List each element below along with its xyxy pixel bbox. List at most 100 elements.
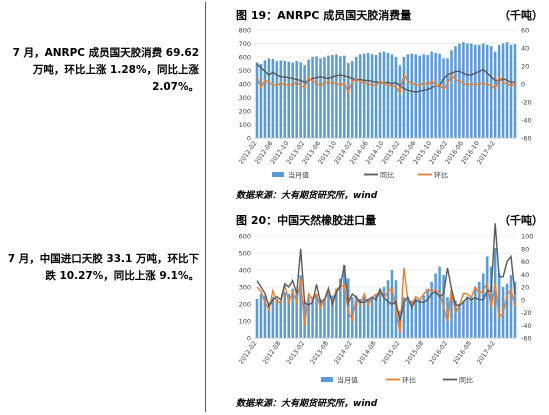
y-tick-left: 400 (239, 267, 251, 275)
bar (307, 297, 310, 338)
x-tick-label: 2017-02 (476, 340, 497, 366)
series-line (256, 223, 516, 321)
y-tick-left: 0 (247, 135, 251, 143)
bar (497, 273, 501, 338)
bar (513, 281, 517, 338)
bar (291, 288, 294, 338)
chart-source: 数据来源：大有期货研究所，wind (236, 191, 378, 201)
y-tick-right: 40 (521, 271, 529, 279)
chart-unit: （千吨） (499, 214, 543, 227)
bar (283, 292, 287, 338)
y-tick-left: 500 (239, 67, 251, 75)
y-tick-left: 100 (239, 318, 251, 326)
bar (319, 58, 322, 138)
chart-unit: （千吨） (499, 9, 543, 22)
legend-swatch (321, 377, 333, 382)
bar (279, 60, 283, 138)
bar (275, 298, 279, 338)
y-tick-left: 200 (239, 108, 251, 116)
y-tick-right: -20 (521, 99, 532, 107)
bar (485, 44, 489, 138)
bar (382, 287, 386, 338)
bar (354, 295, 358, 338)
bar (271, 59, 275, 138)
bar (450, 290, 453, 338)
bar (422, 295, 425, 338)
y-tick-left: 0 (247, 335, 251, 343)
y-tick-left: 600 (239, 54, 251, 62)
bar (442, 58, 445, 138)
y-tick-right: -40 (521, 117, 532, 125)
bar (489, 46, 493, 139)
bar (259, 63, 263, 138)
bar (470, 295, 473, 338)
bar (295, 290, 298, 338)
bar (481, 273, 485, 338)
bar (287, 293, 291, 338)
bar (350, 61, 354, 138)
legend-label: 同比 (459, 376, 473, 385)
bar (299, 275, 302, 338)
chart-source: 数据来源：大有期货研究所，wind (236, 399, 378, 409)
bar (374, 293, 378, 338)
bar (426, 54, 429, 138)
bar (418, 298, 422, 338)
bar (315, 56, 318, 139)
y-tick-left: 200 (239, 301, 251, 309)
bar (263, 295, 267, 338)
bar (343, 55, 346, 138)
bar (509, 275, 513, 338)
bar (382, 51, 386, 138)
legend-label: 环比 (402, 376, 416, 385)
chart-title: 图 19：ANRPC 成员国天胶消费量 (236, 9, 412, 22)
bar (311, 57, 314, 138)
y-tick-right: 0 (521, 296, 525, 304)
bar (323, 57, 326, 138)
bar (450, 50, 453, 138)
bar (430, 281, 433, 338)
legend-label: 当月值 (288, 171, 309, 180)
bar (474, 287, 477, 338)
bar (378, 52, 382, 138)
y-tick-right: 60 (521, 258, 529, 266)
y-tick-left: 700 (239, 40, 251, 48)
bar (466, 43, 469, 138)
bar (362, 53, 366, 138)
y-tick-left: 300 (239, 94, 251, 102)
bar (478, 281, 481, 338)
bar (287, 61, 291, 138)
y-tick-right: 20 (521, 63, 529, 71)
bar (454, 46, 457, 139)
bar (354, 57, 358, 138)
bar (426, 288, 429, 338)
bar (358, 298, 362, 338)
bar (430, 51, 433, 138)
column-divider (205, 2, 206, 412)
commentary-1: 7 月，ANRPC 成员国天胶消费 69.62 万吨，环比上涨 1.28%，同比… (12, 47, 199, 93)
bar (255, 62, 259, 138)
bar (343, 264, 346, 338)
bar (410, 300, 414, 338)
bar (438, 266, 441, 338)
y-tick-right: 100 (521, 233, 533, 241)
bar (446, 58, 449, 138)
series-line (256, 63, 515, 93)
y-tick-right: 0 (521, 81, 525, 89)
bar (497, 44, 501, 138)
bar (327, 293, 330, 338)
y-tick-left: 500 (239, 250, 251, 258)
y-tick-right: 60 (521, 27, 529, 35)
y-tick-right: 40 (521, 45, 529, 53)
x-tick-label: 2014-08 (357, 340, 378, 366)
bar (462, 300, 465, 338)
bar (462, 42, 465, 138)
y-tick-left: 600 (239, 233, 251, 241)
y-tick-right: -20 (521, 309, 532, 317)
x-tick-label: 2014-02 (333, 340, 354, 366)
bar (255, 298, 259, 338)
bar (283, 61, 287, 138)
bar (474, 44, 477, 138)
bar (275, 61, 279, 138)
bar (339, 56, 342, 139)
